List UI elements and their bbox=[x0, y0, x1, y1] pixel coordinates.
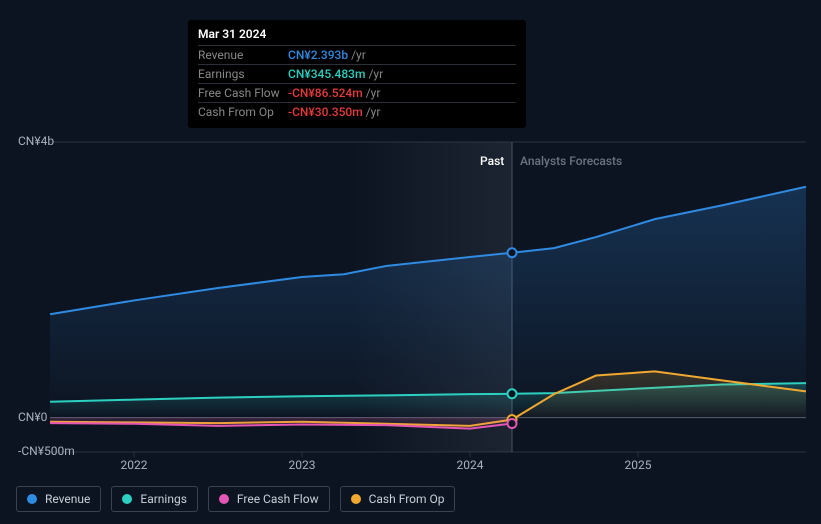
tooltip-value: -CN¥30.350m bbox=[288, 105, 363, 119]
tooltip-label: Cash From Op bbox=[198, 105, 288, 119]
legend-label: Free Cash Flow bbox=[237, 492, 319, 506]
tooltip-value: -CN¥86.524m bbox=[288, 86, 363, 100]
x-axis-label: 2024 bbox=[440, 458, 500, 472]
y-axis-label: -CN¥500m bbox=[18, 444, 88, 458]
tooltip-label: Free Cash Flow bbox=[198, 86, 288, 100]
legend-item-revenue[interactable]: Revenue bbox=[16, 486, 101, 512]
legend-swatch bbox=[122, 494, 132, 504]
legend-label: Cash From Op bbox=[369, 492, 445, 506]
tooltip-label: Revenue bbox=[198, 48, 288, 62]
y-axis-label: CN¥0 bbox=[18, 410, 88, 424]
tooltip-suffix: /yr bbox=[366, 86, 381, 100]
x-axis-label: 2022 bbox=[104, 458, 164, 472]
tooltip-row-earnings: Earnings CN¥345.483m /yr bbox=[198, 64, 516, 83]
legend-item-fcf[interactable]: Free Cash Flow bbox=[208, 486, 330, 512]
tooltip-row-cashop: Cash From Op -CN¥30.350m /yr bbox=[198, 102, 516, 121]
section-label-past: Past bbox=[480, 154, 504, 168]
legend-swatch bbox=[219, 494, 229, 504]
legend-item-cashop[interactable]: Cash From Op bbox=[340, 486, 456, 512]
chart-svg bbox=[16, 126, 806, 476]
y-axis-label: CN¥4b bbox=[18, 134, 88, 148]
tooltip-value: CN¥2.393b bbox=[288, 48, 348, 62]
tooltip-date: Mar 31 2024 bbox=[198, 27, 516, 45]
legend-item-earnings[interactable]: Earnings bbox=[111, 486, 198, 512]
legend: Revenue Earnings Free Cash Flow Cash Fro… bbox=[16, 486, 455, 512]
x-axis-label: 2023 bbox=[272, 458, 332, 472]
hover-tooltip: Mar 31 2024 Revenue CN¥2.393b /yr Earnin… bbox=[188, 20, 526, 128]
x-axis-label: 2025 bbox=[608, 458, 668, 472]
legend-label: Earnings bbox=[140, 492, 187, 506]
tooltip-suffix: /yr bbox=[368, 67, 383, 81]
financials-chart[interactable]: CN¥4bCN¥0-CN¥500m 2022202320242025 Past … bbox=[16, 126, 806, 476]
tooltip-suffix: /yr bbox=[351, 48, 366, 62]
tooltip-row-fcf: Free Cash Flow -CN¥86.524m /yr bbox=[198, 83, 516, 102]
legend-label: Revenue bbox=[45, 492, 90, 506]
tooltip-suffix: /yr bbox=[366, 105, 381, 119]
section-label-forecast: Analysts Forecasts bbox=[520, 154, 622, 168]
tooltip-label: Earnings bbox=[198, 67, 288, 81]
legend-swatch bbox=[27, 494, 37, 504]
legend-swatch bbox=[351, 494, 361, 504]
tooltip-value: CN¥345.483m bbox=[288, 67, 365, 81]
tooltip-row-revenue: Revenue CN¥2.393b /yr bbox=[198, 45, 516, 64]
